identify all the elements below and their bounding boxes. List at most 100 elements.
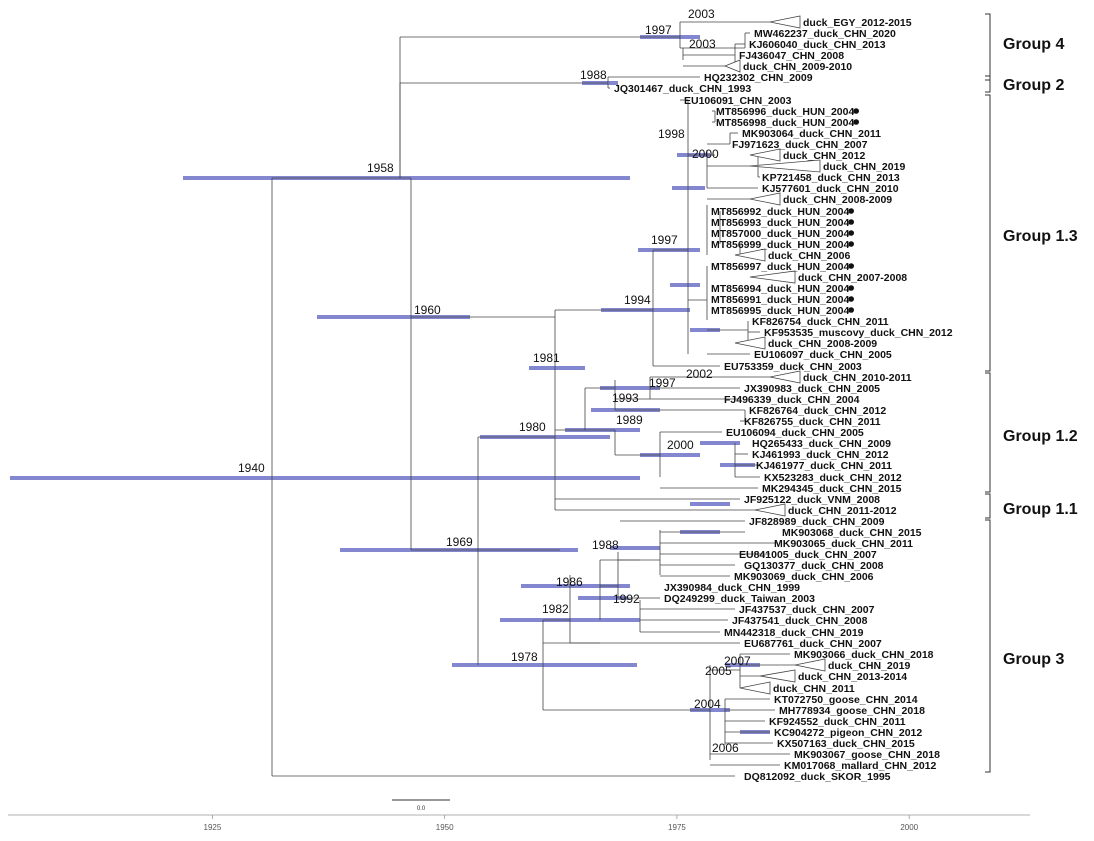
hpd-bar — [529, 366, 585, 370]
node-age-label: 1994 — [624, 293, 651, 307]
group-label: Group 1.1 — [1003, 501, 1078, 518]
group-label: Group 1.2 — [1003, 428, 1078, 445]
scale-bar-label: 0.0 — [417, 806, 426, 812]
tip-marker-dot — [853, 119, 859, 125]
node-age-label: 1960 — [414, 303, 441, 317]
tip-label: KJ461977_duck_CHN_2011 — [756, 460, 892, 472]
tip-label: MW462237_duck_CHN_2020 — [754, 28, 896, 40]
node-age-label: 1998 — [658, 127, 685, 141]
tip-label: JF828989_duck_CHN_2009 — [749, 516, 885, 528]
node-age-label: 1969 — [446, 535, 473, 549]
tip-label: EU106094_duck_CHN_2005 — [726, 427, 864, 439]
tip-label: JF437541_duck_CHN_2008 — [732, 615, 868, 627]
collapsed-clade-triangle — [749, 270, 796, 284]
tip-label: JF925122_duck_VNM_2008 — [744, 494, 880, 506]
node-age-label: 1997 — [645, 23, 672, 37]
collapsed-clade-triangle — [794, 658, 826, 672]
group-bracket — [985, 493, 991, 519]
collapsed-clade-triangle — [754, 503, 786, 517]
group-bracket — [985, 372, 991, 493]
hpd-bar — [690, 502, 730, 506]
node-age-label: 2007 — [724, 654, 751, 668]
tip-marker-dot — [848, 285, 854, 291]
collapsed-clade-triangle — [769, 15, 801, 29]
node-age-label: 1982 — [542, 602, 569, 616]
tip-label: KF826764_duck_CHN_2012 — [749, 405, 886, 417]
collapsed-clade-triangle — [749, 159, 821, 173]
tip-label: duck_EGY_2012-2015 — [803, 17, 912, 29]
tip-label: MH778934_goose_CHN_2018 — [779, 705, 925, 717]
node-age-label: 2006 — [712, 741, 739, 755]
tip-label: duck_CHN_2008-2009 — [768, 338, 877, 350]
group-bracket — [985, 519, 991, 773]
collapsed-clade-triangle — [749, 192, 781, 206]
tip-label: MK294345_duck_CHN_2015 — [762, 483, 902, 495]
group-label: Group 2 — [1003, 77, 1064, 94]
node-age-label: 1980 — [519, 420, 546, 434]
tip-marker-dot — [848, 263, 854, 269]
hpd-bar — [640, 453, 700, 457]
tip-label: KJ606040_duck_CHN_2013 — [749, 39, 886, 51]
tip-label: MT856991_duck_HUN_2004 — [711, 294, 849, 306]
hpd-bar — [700, 441, 740, 445]
tip-label: FJ436047_CHN_2008 — [739, 50, 844, 62]
tip-marker-dot — [848, 307, 854, 313]
tip-label: MK903065_duck_CHN_2011 — [774, 538, 913, 550]
hpd-bar — [10, 476, 640, 480]
tip-label: KM017068_mallard_CHN_2012 — [784, 760, 937, 772]
tip-label: MT856994_duck_HUN_2004 — [711, 283, 849, 295]
tip-label: EU106097_duck_CHN_2005 — [754, 349, 892, 361]
collapsed-clade-triangle — [769, 370, 801, 384]
hpd-bar — [672, 186, 705, 190]
tip-label: FJ496339_duck_CHN_2004 — [724, 394, 860, 406]
axis-tick-label: 1950 — [436, 823, 454, 832]
tip-label: MK903068_duck_CHN_2015 — [782, 527, 922, 539]
node-age-label: 1988 — [592, 538, 619, 552]
tip-labels: duck_EGY_2012-2015MW462237_duck_CHN_2020… — [614, 17, 953, 783]
collapsed-clade-triangle — [759, 669, 796, 683]
tree-edges — [271, 21, 805, 777]
tip-label: HQ265433_duck_CHN_2009 — [752, 438, 891, 450]
group-bracket — [985, 94, 991, 372]
tip-label: duck_CHN_2010-2011 — [803, 372, 912, 384]
tip-label: duck_CHN_2006 — [768, 250, 850, 262]
tip-label: EU841005_duck_CHN_2007 — [739, 549, 877, 561]
axis-tick-label: 1975 — [668, 823, 686, 832]
tip-label: DQ249299_duck_Taiwan_2003 — [664, 593, 815, 605]
tip-label: MT856992_duck_HUN_2004 — [711, 206, 849, 218]
tip-label: MT856993_duck_HUN_2004 — [711, 217, 849, 229]
tip-label: MT856996_duck_HUN_2004 — [716, 106, 854, 118]
collapsed-clade-triangle — [723, 59, 741, 73]
node-age-label: 2000 — [667, 438, 694, 452]
tip-marker-dot — [848, 241, 854, 247]
tip-label: KJ577601_duck_CHN_2010 — [762, 183, 899, 195]
node-age-label: 1997 — [651, 233, 678, 247]
tip-label: duck_CHN_2009-2010 — [743, 61, 852, 73]
collapsed-clade-triangle — [734, 248, 766, 262]
tip-marker-dot — [848, 219, 854, 225]
hpd-bar — [690, 328, 720, 332]
tip-label: HQ232302_CHN_2009 — [704, 72, 813, 84]
node-age-label: 2004 — [694, 697, 721, 711]
axis-tick-label: 1925 — [204, 823, 222, 832]
tip-label: JX390984_duck_CHN_1999 — [664, 582, 800, 594]
tip-label: JX390983_duck_CHN_2005 — [744, 383, 880, 395]
tip-label: duck_CHN_2019 — [828, 660, 910, 672]
tip-label: KX523283_duck_CHN_2012 — [764, 472, 902, 484]
tip-marker-dot — [853, 108, 859, 114]
group-brackets: Group 4 Group 2 Group 1.3 Group 1.2 Group 1.… — [985, 13, 1078, 773]
tip-label: KC904272_pigeon_CHN_2012 — [774, 727, 922, 739]
tip-label: MT856997_duck_HUN_2004 — [711, 261, 849, 273]
tip-label: DQ812092_duck_SKOR_1995 — [744, 771, 891, 783]
tip-label: KF826754_duck_CHN_2011 — [752, 316, 889, 328]
node-age-labels: 1940 1958 1960 1969 1997 2003 2003 1988 1981 1994… — [238, 7, 751, 755]
node-age-label: 1986 — [556, 575, 583, 589]
axis-tick-label: 2000 — [900, 823, 918, 832]
node-age-label: 2003 — [688, 7, 715, 21]
tip-label: duck_CHN_2007-2008 — [798, 272, 907, 284]
tip-label: KX507163_duck_CHN_2015 — [777, 738, 915, 750]
tip-label: KT072750_goose_CHN_2014 — [774, 694, 918, 706]
tip-label: GQ130377_duck_CHN_2008 — [744, 560, 884, 572]
tip-label: MT857000_duck_HUN_2004 — [711, 228, 849, 240]
